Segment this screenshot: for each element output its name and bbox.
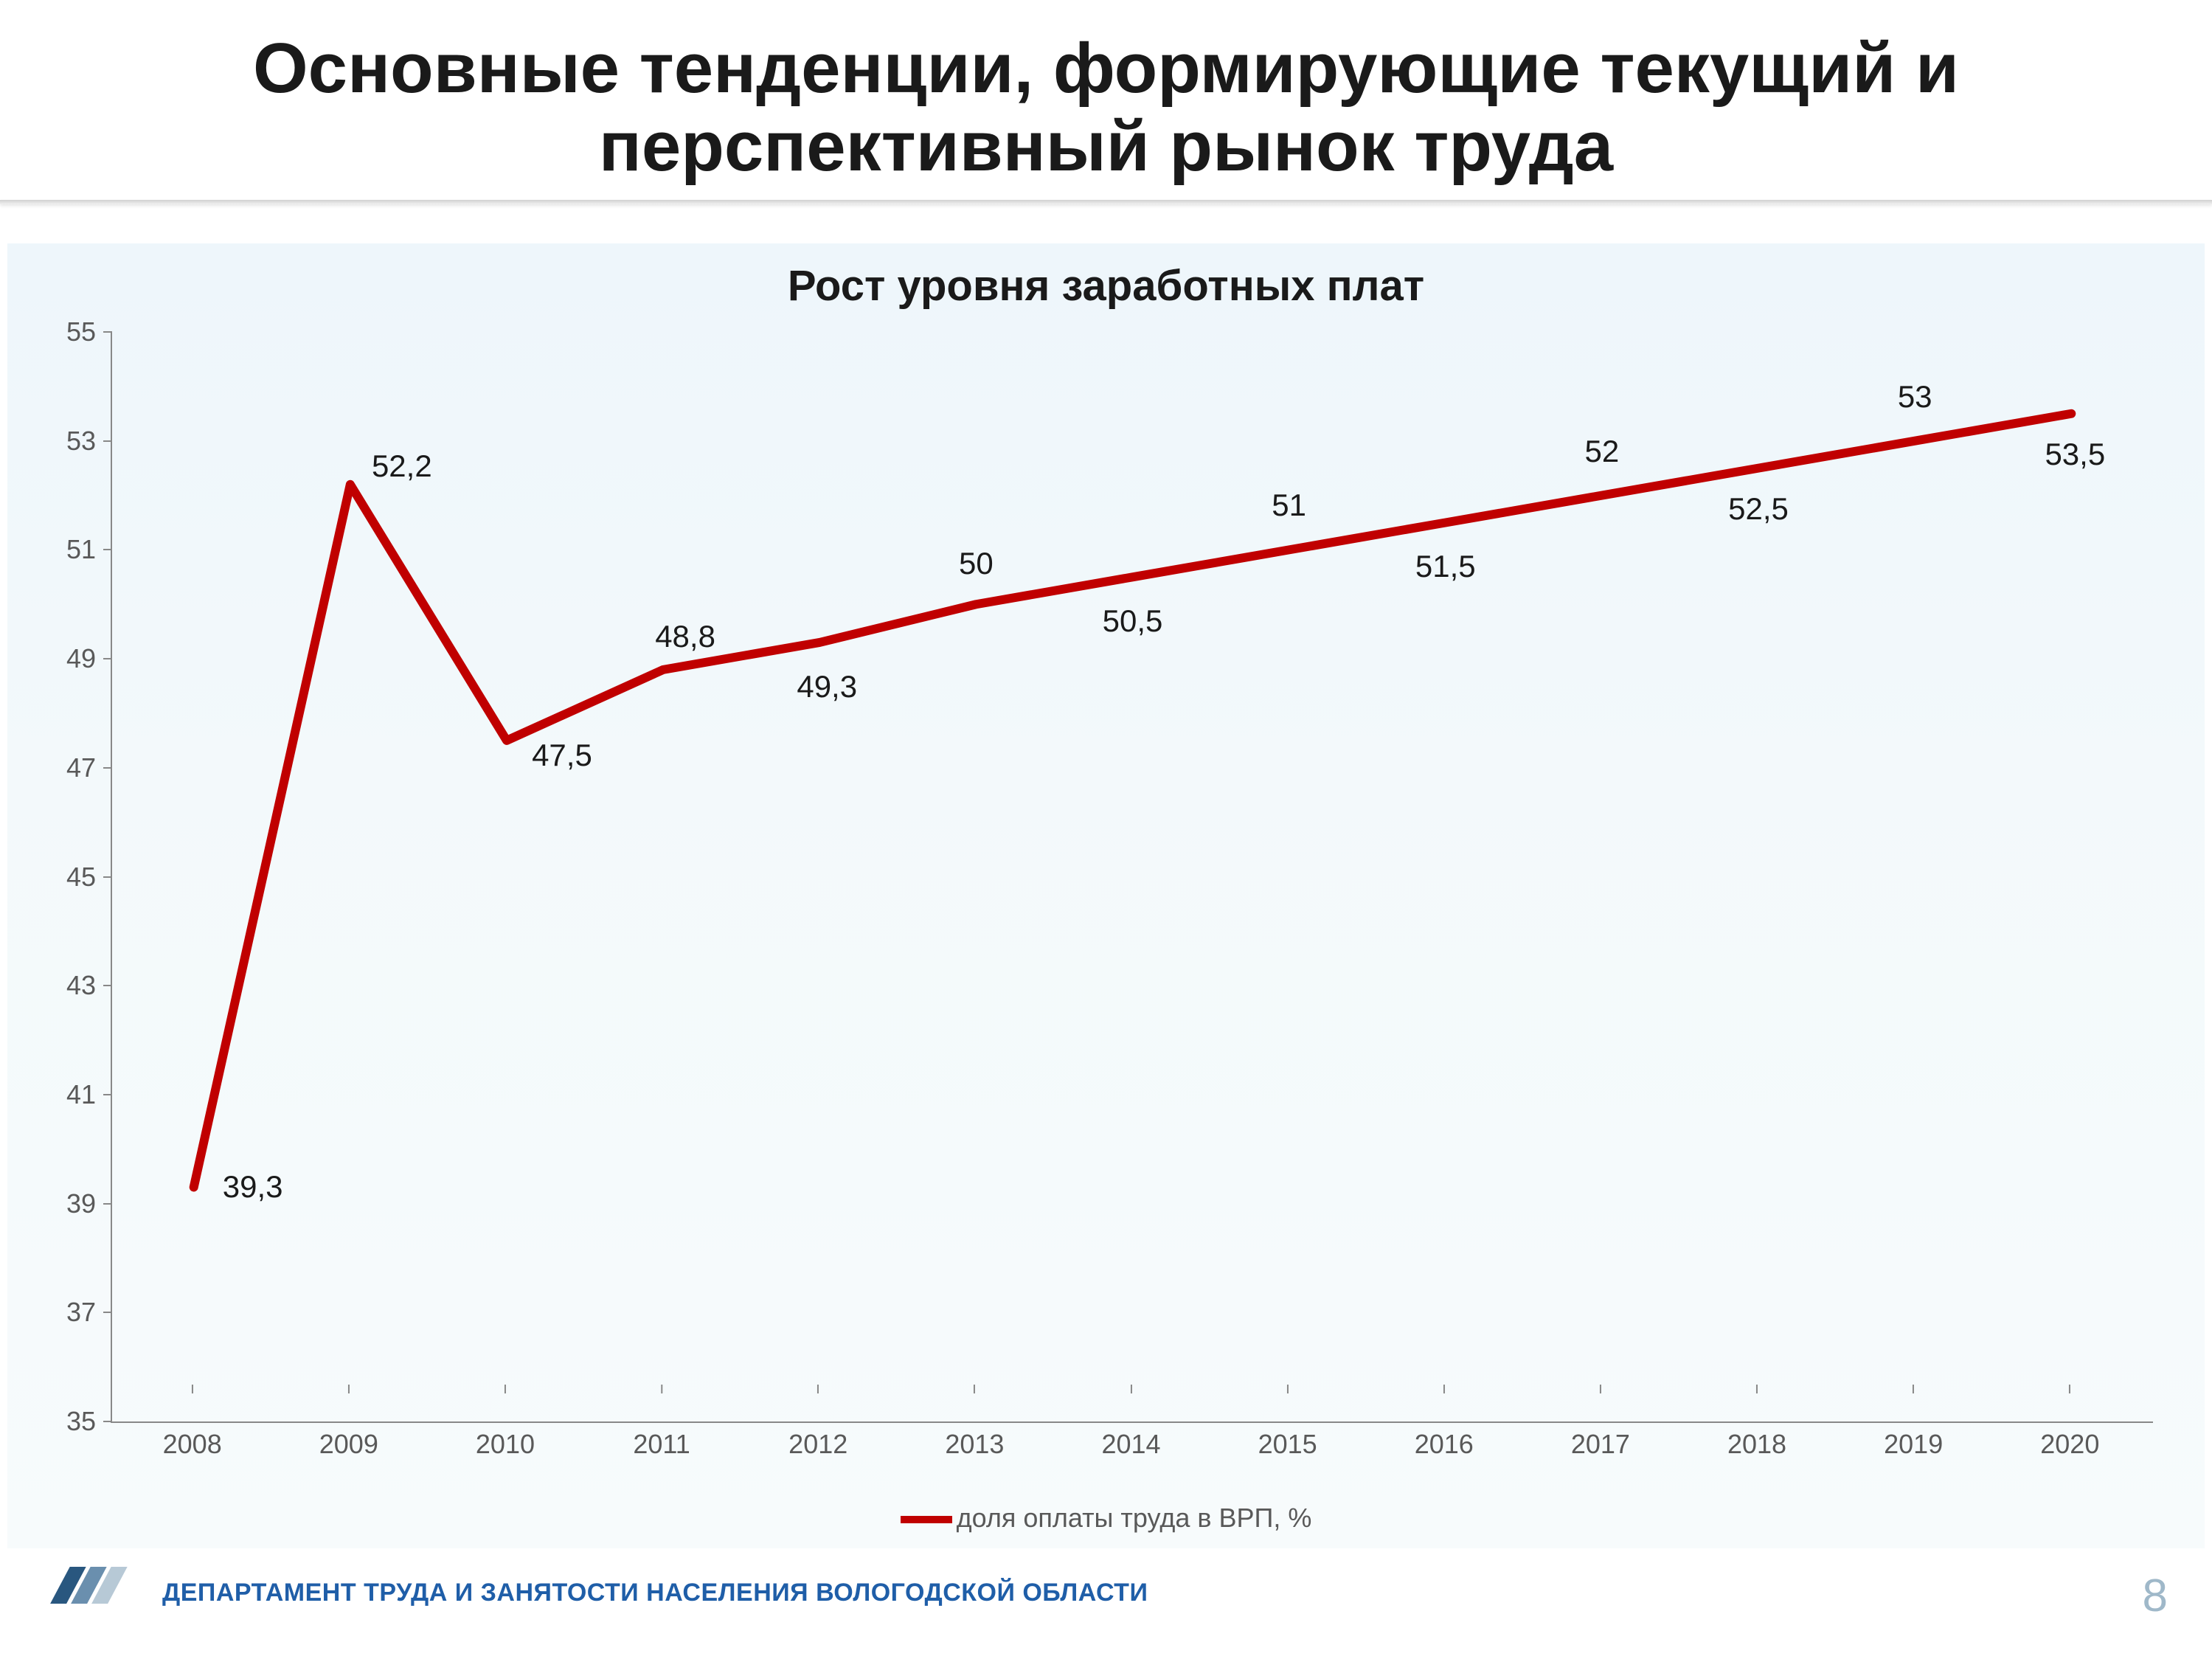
data-point-label: 53,5 [2045, 437, 2105, 472]
legend-label: доля оплаты труда в ВРП, % [957, 1503, 1312, 1533]
x-tick-mark [1131, 1385, 1132, 1393]
title-divider [0, 200, 2212, 204]
plot-wrapper: 3537394143454749515355 39,352,247,548,84… [52, 332, 2153, 1467]
x-tick-label: 2020 [2040, 1429, 2099, 1460]
x-tick-label: 2017 [1571, 1429, 1630, 1460]
footer-department: ДЕПАРТАМЕНТ ТРУДА И ЗАНЯТОСТИ НАСЕЛЕНИЯ … [162, 1579, 1148, 1607]
x-tick-label: 2012 [788, 1429, 847, 1460]
legend-line-swatch [901, 1516, 952, 1523]
data-point-label: 48,8 [655, 619, 715, 654]
x-tick-label: 2008 [163, 1429, 222, 1460]
y-tick-label: 43 [66, 970, 96, 1001]
y-tick-label: 35 [66, 1406, 96, 1437]
y-tick-label: 37 [66, 1297, 96, 1328]
data-point-label: 51,5 [1415, 549, 1476, 584]
data-point-label: 51 [1272, 488, 1306, 523]
data-point-label: 47,5 [532, 738, 592, 773]
x-tick-label: 2019 [1884, 1429, 1943, 1460]
slide-title: Основные тенденции, формирующие текущий … [0, 0, 2212, 200]
footer: ДЕПАРТАМЕНТ ТРУДА И ЗАНЯТОСТИ НАСЕЛЕНИЯ … [0, 1548, 2212, 1659]
chart-region: Рост уровня заработных плат 35 37 39 41 43 45… [7, 243, 2205, 1548]
y-tick-label: 53 [66, 426, 96, 457]
data-point-label: 52,2 [372, 448, 432, 484]
footer-logo-icon [37, 1559, 148, 1615]
x-tick-label: 2015 [1258, 1429, 1317, 1460]
data-point-label: 52,5 [1728, 491, 1789, 527]
legend: доля оплаты труда в ВРП, % [7, 1503, 2205, 1534]
x-tick-mark [1756, 1385, 1758, 1393]
x-tick-label: 2016 [1415, 1429, 1474, 1460]
y-tick-label: 45 [66, 862, 96, 893]
y-axis: 3537394143454749515355 [52, 332, 103, 1423]
data-point-label: 50,5 [1103, 603, 1163, 639]
data-point-label: 49,3 [797, 669, 857, 704]
series-line [194, 414, 2072, 1188]
x-tick-mark [974, 1385, 975, 1393]
y-tick-label: 49 [66, 643, 96, 674]
y-tick-label: 41 [66, 1079, 96, 1110]
x-axis: 2008 2009 2010 2011 2012 2013 2014 2015 2016 2017… [111, 1423, 2153, 1467]
plot-area: 39,3 52,2 47,5 48,8 49,3 50 50,5 51 51,5 52 52,5 53… [111, 332, 2153, 1423]
x-tick-mark [1287, 1385, 1289, 1393]
x-tick-label: 2009 [319, 1429, 378, 1460]
x-tick-mark [1913, 1385, 1914, 1393]
x-tick-mark [661, 1385, 662, 1393]
data-point-label: 53 [1898, 379, 1932, 415]
x-tick-label: 2014 [1101, 1429, 1160, 1460]
y-tick-label: 51 [66, 534, 96, 565]
x-tick-mark [1600, 1385, 1601, 1393]
chart-title: Рост уровня заработных плат [7, 243, 2205, 311]
y-tick-label: 47 [66, 752, 96, 783]
data-point-label: 39,3 [223, 1169, 283, 1205]
x-tick-mark [1443, 1385, 1445, 1393]
y-tick-label: 39 [66, 1188, 96, 1219]
page-number: 8 [2143, 1570, 2168, 1622]
x-tick-mark [817, 1385, 819, 1393]
x-tick-label: 2011 [633, 1429, 690, 1460]
x-tick-mark [348, 1385, 350, 1393]
x-tick-label: 2010 [476, 1429, 535, 1460]
x-tick-label: 2013 [945, 1429, 1004, 1460]
y-tick-label: 55 [66, 316, 96, 347]
line-chart-svg [112, 332, 2153, 1421]
x-tick-mark [2069, 1385, 2070, 1393]
x-tick-mark [505, 1385, 506, 1393]
x-tick-label: 2018 [1727, 1429, 1786, 1460]
x-tick-mark [192, 1385, 193, 1393]
data-point-label: 52 [1585, 434, 1620, 469]
data-point-label: 50 [959, 546, 994, 581]
